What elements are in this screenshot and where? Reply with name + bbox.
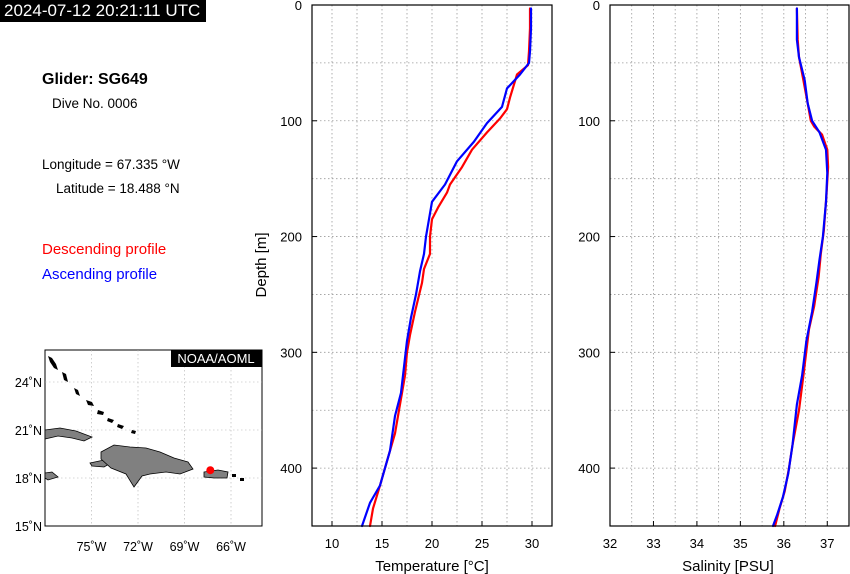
cuba-west-landmass xyxy=(44,471,59,481)
map-lon-label: 75˚W xyxy=(77,540,107,554)
salinity-xtick-label: 34 xyxy=(690,536,704,551)
lesser-antilles xyxy=(232,474,244,481)
depth-axis-title: Depth [m] xyxy=(253,232,270,297)
temperature-ytick-label: 400 xyxy=(280,461,302,476)
salinity-ytick-label: 0 xyxy=(593,0,600,13)
locator-map: NOAA/AOML 24˚N 21˚N 18˚N 15˚N 75˚W 72˚W 69˚W 66… xyxy=(15,349,263,554)
map-credit-box xyxy=(171,350,262,367)
salinity-ytick-label: 200 xyxy=(578,230,600,245)
temperature-xtick-label: 15 xyxy=(375,536,389,551)
salinity-xtick-label: 35 xyxy=(733,536,747,551)
salinity-xtick-label: 33 xyxy=(646,536,660,551)
salinity-axis-title: Salinity [PSU] xyxy=(682,558,774,574)
dive-number: Dive No. 0006 xyxy=(52,96,138,111)
salinity-xtick-label: 36 xyxy=(777,536,791,551)
legend-descending: Descending profile xyxy=(42,241,167,258)
salinity-ytick-label: 300 xyxy=(578,345,600,360)
hispaniola-landmass xyxy=(100,444,194,488)
temperature-ytick-label: 200 xyxy=(280,230,302,245)
glider-location-marker xyxy=(206,466,215,475)
temperature-grid xyxy=(312,5,552,526)
timestamp-label: 2024-07-12 20:21:11 UTC xyxy=(0,0,207,22)
salinity-ytick-label: 400 xyxy=(578,461,600,476)
map-lat-label: 15˚N xyxy=(15,520,42,534)
map-lon-label: 72˚W xyxy=(123,540,153,554)
salinity-xtick-label: 32 xyxy=(603,536,617,551)
temperature-xtick-label: 10 xyxy=(325,536,339,551)
cuba-landmass xyxy=(44,427,93,442)
temperature-xtick-label: 30 xyxy=(525,536,539,551)
salinity-panel: 32 33 34 35 36 37 0 100 200 300 400 Salinity [PSU] xyxy=(578,0,850,574)
temperature-ytick-label: 300 xyxy=(280,345,302,360)
temperature-axis-title: Temperature [°C] xyxy=(375,558,489,574)
salinity-ticks: 32 33 34 35 36 37 0 100 200 300 400 xyxy=(578,0,834,551)
latitude-readout: Latitude = 18.488 °N xyxy=(56,181,180,196)
map-lat-label: 24˚N xyxy=(15,376,42,390)
map-lon-label: 69˚W xyxy=(170,540,200,554)
salinity-plot-area xyxy=(610,5,850,526)
longitude-readout: Longitude = 67.335 °W xyxy=(42,157,180,172)
salinity-xtick-label: 37 xyxy=(820,536,834,551)
temperature-xtick-label: 25 xyxy=(475,536,489,551)
map-land xyxy=(44,356,244,488)
temperature-descending-line xyxy=(368,7,532,528)
map-lat-label: 21˚N xyxy=(15,424,42,438)
salinity-ytick-label: 100 xyxy=(578,114,600,129)
salinity-grid xyxy=(610,5,849,526)
temperature-xtick-label: 20 xyxy=(425,536,439,551)
map-lon-label: 66˚W xyxy=(216,540,246,554)
temperature-ytick-label: 100 xyxy=(280,114,302,129)
salinity-ascending-line xyxy=(771,7,829,528)
temperature-ytick-label: 0 xyxy=(295,0,302,13)
map-axis-labels: 24˚N 21˚N 18˚N 15˚N 75˚W 72˚W 69˚W 66˚W xyxy=(15,376,246,554)
temperature-series xyxy=(360,7,533,528)
map-lat-label: 18˚N xyxy=(15,472,42,486)
salinity-series xyxy=(771,7,830,528)
temperature-ascending-line xyxy=(360,7,533,528)
glider-name: Glider: SG649 xyxy=(42,71,148,88)
map-credit: NOAA/AOML xyxy=(177,351,254,366)
salinity-frame xyxy=(609,4,850,527)
legend-ascending: Ascending profile xyxy=(42,266,158,283)
